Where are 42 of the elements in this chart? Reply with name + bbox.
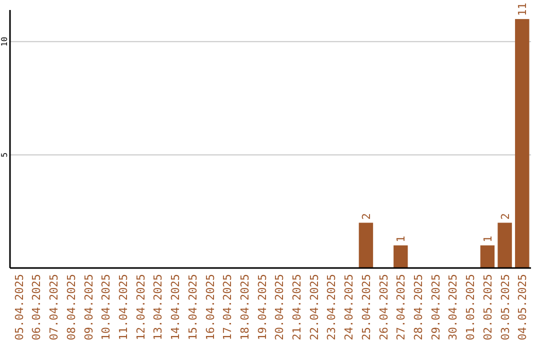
x-tick-label: 27.04.2025	[394, 274, 408, 340]
x-tick-label: 22.04.2025	[308, 274, 321, 340]
bar	[358, 222, 374, 268]
x-tick-label: 25.04.2025	[360, 274, 373, 340]
bar	[498, 222, 512, 268]
x-tick-label: 12.04.2025	[134, 274, 148, 340]
bar	[480, 245, 495, 268]
x-tick-label: 02.05.2025	[481, 274, 494, 340]
x-tick-label: 13.04.2025	[152, 274, 165, 340]
x-tick-label: 03.05.2025	[498, 274, 512, 340]
x-tick-label: 09.04.2025	[82, 274, 96, 340]
x-tick-label: 18.04.2025	[238, 274, 252, 340]
y-tick-label: 10	[0, 36, 9, 47]
x-tick-label: 14.04.2025	[169, 274, 182, 340]
x-tick-label: 15.04.2025	[186, 274, 200, 340]
x-tick-label: 21.04.2025	[290, 274, 304, 340]
x-tick-label: 28.04.2025	[412, 274, 426, 340]
data-label: 2	[498, 213, 512, 220]
x-tick-label: 20.04.2025	[273, 274, 286, 340]
data-label: 1	[481, 236, 494, 242]
x-tick-label: 11.04.2025	[116, 274, 130, 340]
data-label: 1	[394, 236, 408, 242]
data-label: 2	[360, 213, 373, 220]
x-tick-label: 08.04.2025	[64, 274, 78, 340]
x-tick-label: 10.04.2025	[100, 274, 113, 340]
x-tick-label: 01.05.2025	[464, 274, 478, 340]
x-tick-label: 26.04.2025	[377, 274, 390, 340]
data-label: 11	[516, 2, 530, 16]
y-tick-label: 5	[0, 152, 9, 158]
bar	[515, 19, 530, 268]
x-tick-label: 17.04.2025	[221, 274, 234, 340]
x-tick-label: 24.04.2025	[342, 274, 356, 340]
x-tick-label: 23.04.2025	[325, 274, 338, 340]
x-tick-label: 30.04.2025	[446, 274, 460, 340]
x-tick-label: 29.04.2025	[429, 274, 442, 340]
x-tick-label: 19.04.2025	[256, 274, 269, 340]
x-tick-label: 16.04.2025	[204, 274, 217, 340]
x-tick-label: 06.04.2025	[30, 274, 44, 340]
x-tick-label: 04.05.2025	[516, 274, 530, 340]
bar	[394, 245, 408, 268]
x-tick-label: 07.04.2025	[48, 274, 61, 340]
x-tick-label: 05.04.2025	[12, 274, 26, 340]
